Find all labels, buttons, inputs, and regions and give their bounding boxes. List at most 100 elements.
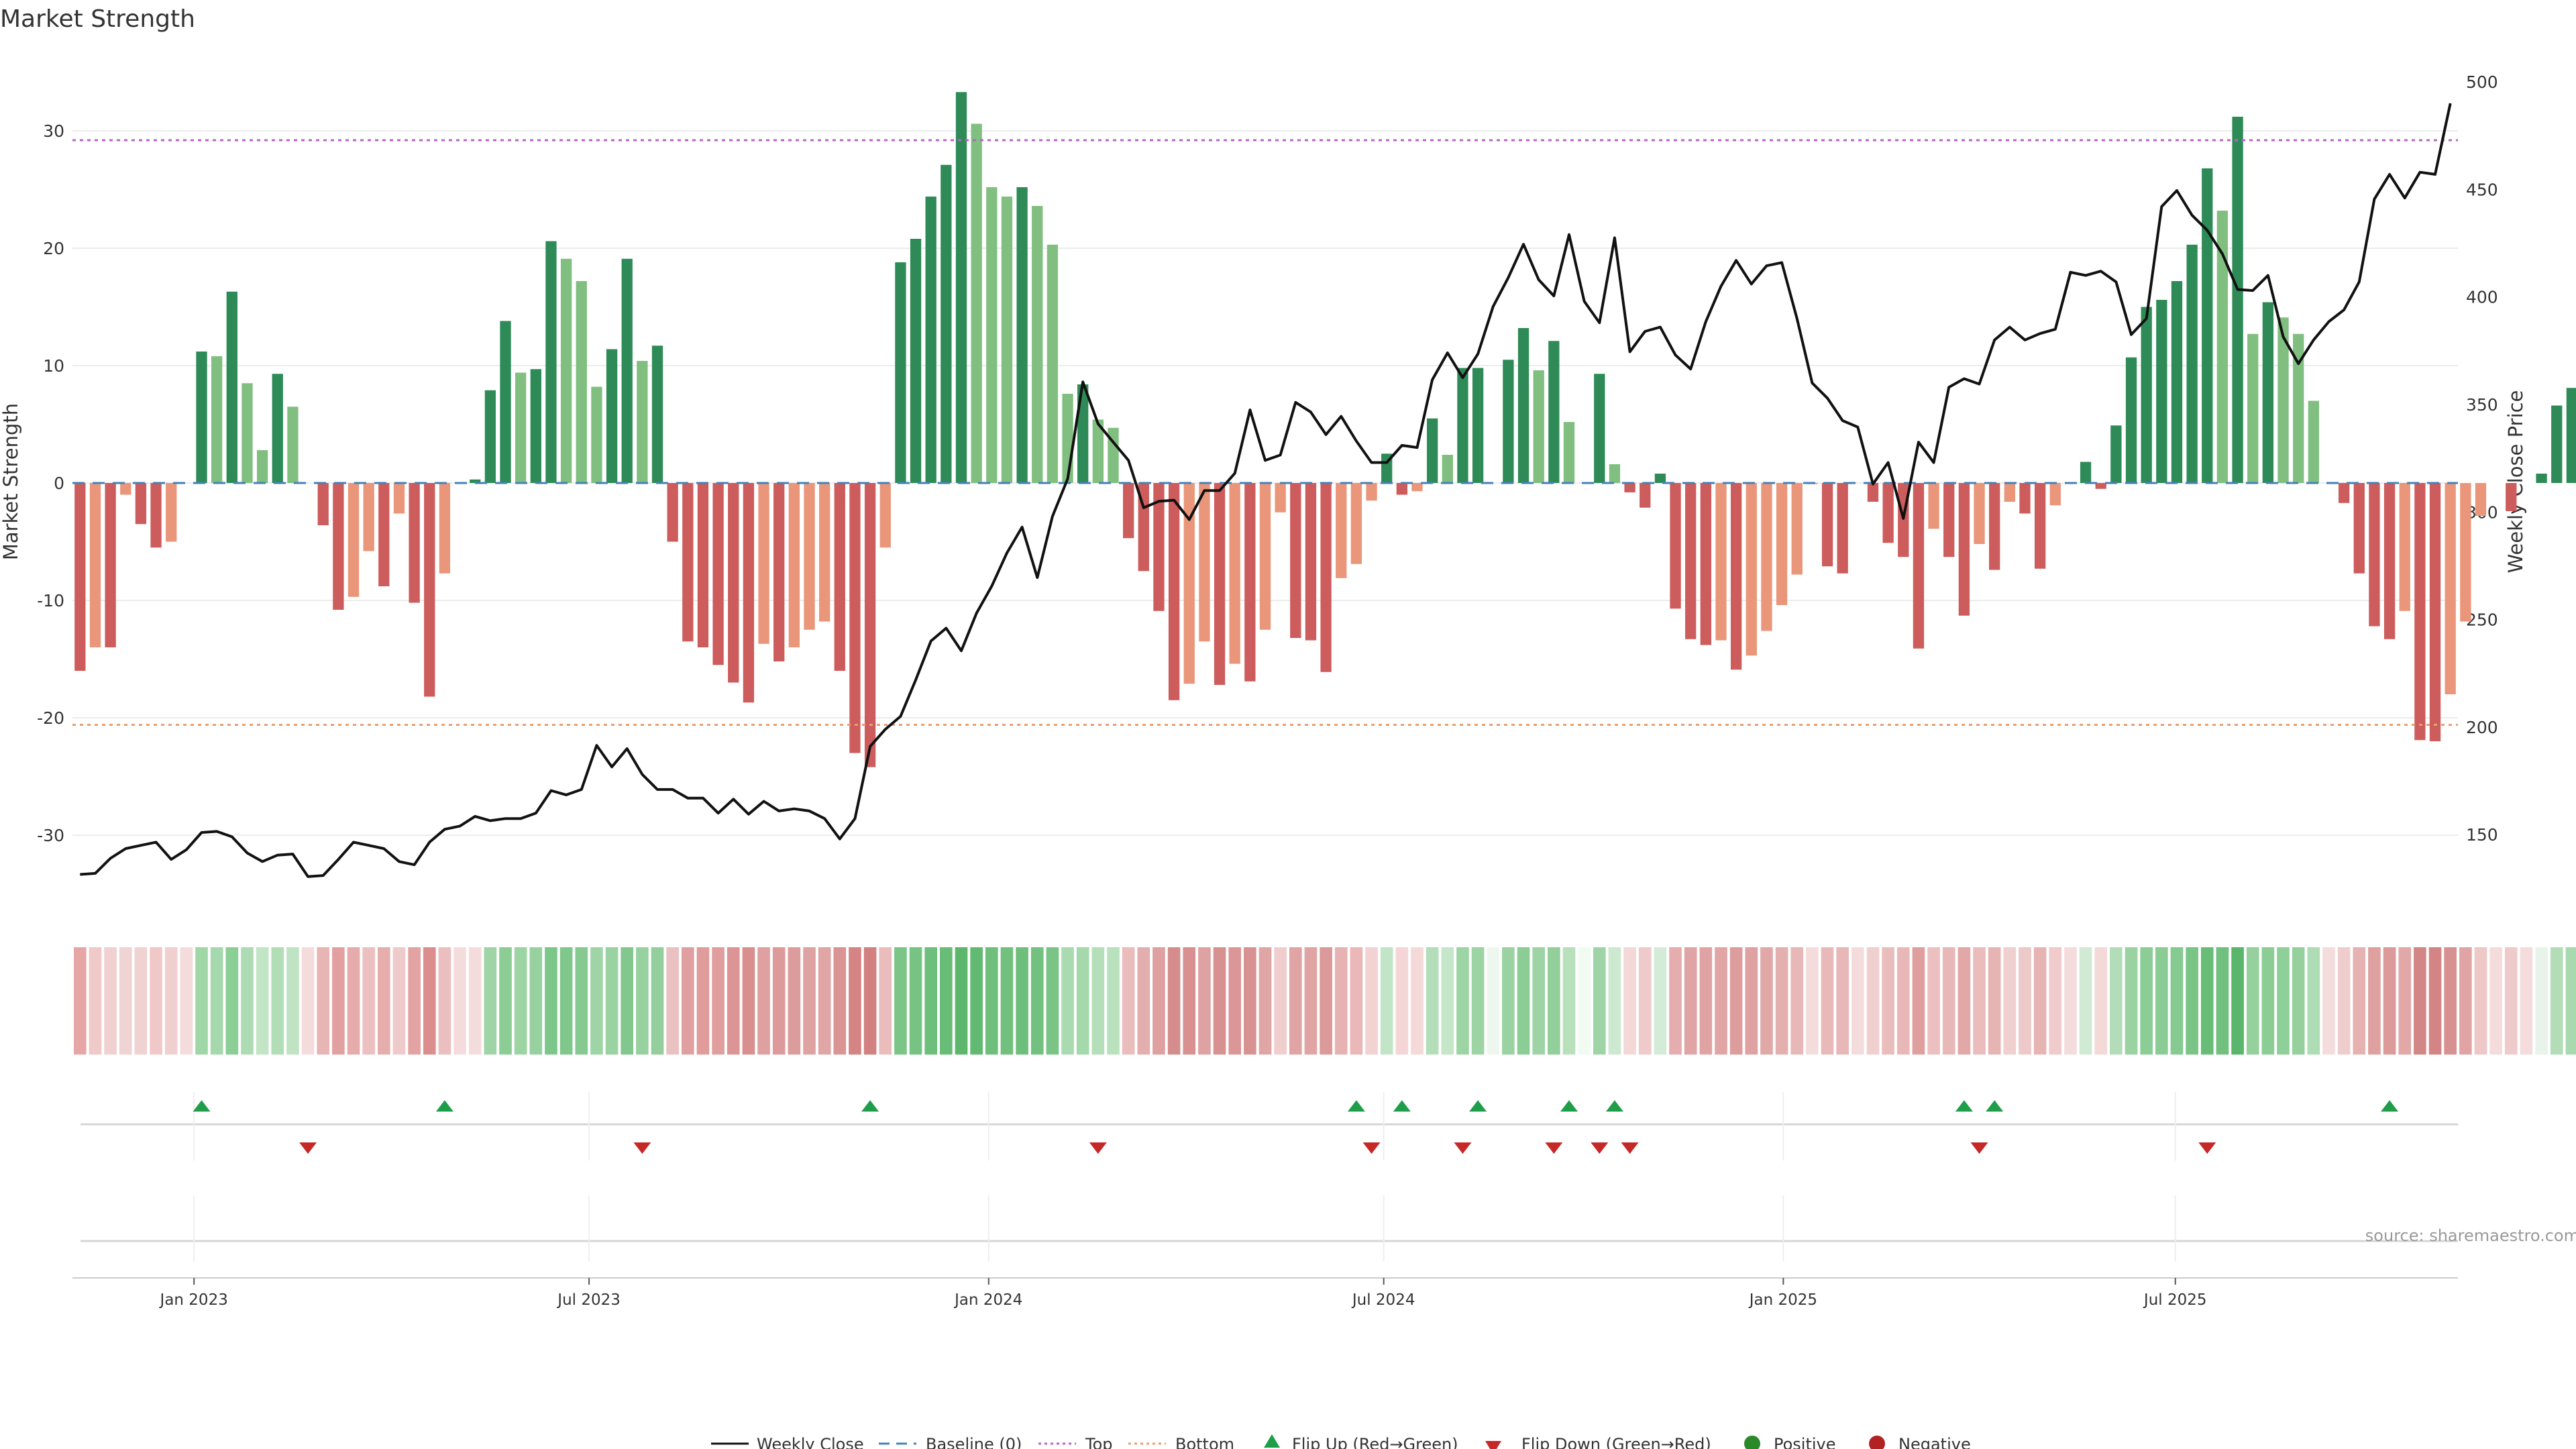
heat-cell bbox=[1669, 947, 1682, 1055]
heat-cell bbox=[2353, 947, 2366, 1055]
strength-bar bbox=[2247, 333, 2259, 483]
heat-cell bbox=[1927, 947, 1940, 1055]
right-tick-label: 150 bbox=[2466, 825, 2498, 845]
strength-bar bbox=[500, 321, 511, 483]
heat-cell bbox=[575, 947, 588, 1055]
heat-cell bbox=[1380, 947, 1393, 1055]
heat-cell bbox=[2489, 947, 2502, 1055]
strength-bar bbox=[1305, 483, 1317, 641]
heat-cell bbox=[423, 947, 436, 1055]
heat-cell bbox=[1198, 947, 1211, 1055]
heat-cell bbox=[271, 947, 284, 1055]
heat-cell bbox=[2307, 947, 2320, 1055]
right-tick-label: 350 bbox=[2466, 395, 2498, 415]
strength-bar bbox=[347, 483, 360, 597]
strength-bar bbox=[1229, 483, 1240, 664]
heat-cell bbox=[803, 947, 816, 1055]
flip-up-marker bbox=[1986, 1100, 2004, 1112]
heat-cell bbox=[2504, 947, 2518, 1055]
heat-cell bbox=[225, 947, 239, 1055]
strength-bar bbox=[530, 369, 541, 483]
heat-cell bbox=[1167, 947, 1181, 1055]
strength-bar bbox=[2475, 483, 2487, 516]
strength-bar bbox=[606, 349, 618, 483]
heat-cell bbox=[89, 947, 102, 1055]
strength-bar bbox=[363, 483, 374, 551]
strength-bar bbox=[2202, 168, 2213, 483]
heat-cell bbox=[2474, 947, 2487, 1055]
strength-bar bbox=[1670, 483, 1681, 609]
heat-cell bbox=[104, 947, 117, 1055]
strength-bar bbox=[955, 92, 967, 483]
flip-down-marker bbox=[633, 1142, 651, 1154]
strength-bar bbox=[409, 483, 420, 603]
heat-cell bbox=[1699, 947, 1713, 1055]
heat-cell bbox=[1441, 947, 1454, 1055]
heat-cell bbox=[2125, 947, 2138, 1055]
strength-bar bbox=[1715, 483, 1727, 641]
source-note: source: sharemaestro.com bbox=[2365, 1226, 2576, 1245]
strength-bar bbox=[1290, 483, 1301, 638]
heat-cell bbox=[2033, 947, 2047, 1055]
heat-cell bbox=[636, 947, 649, 1055]
strength-bar bbox=[1168, 483, 1180, 700]
heat-cell bbox=[2535, 947, 2548, 1055]
strength-bar bbox=[1199, 483, 1210, 642]
heat-cell bbox=[2322, 947, 2335, 1055]
heat-cell bbox=[484, 947, 497, 1055]
strength-bar bbox=[560, 258, 572, 483]
heat-cell bbox=[1426, 947, 1439, 1055]
legend-positive: Positive bbox=[1774, 1435, 1836, 1449]
heat-cell bbox=[150, 947, 162, 1055]
strength-bar bbox=[166, 483, 177, 542]
x-tick-label: Jul 2023 bbox=[556, 1291, 621, 1309]
strength-bar bbox=[515, 372, 527, 483]
strength-bar bbox=[317, 483, 329, 525]
strength-bar bbox=[439, 483, 451, 574]
strength-bar bbox=[712, 483, 724, 665]
strength-bar bbox=[1350, 483, 1362, 564]
heat-cell bbox=[940, 947, 953, 1055]
heat-cell bbox=[241, 947, 254, 1055]
heat-cell bbox=[1548, 947, 1560, 1055]
heat-cell bbox=[1030, 947, 1044, 1055]
strength-bar bbox=[2551, 405, 2563, 483]
heat-cell bbox=[2459, 947, 2472, 1055]
heat-cell bbox=[727, 947, 740, 1055]
heat-cell bbox=[1137, 947, 1150, 1055]
heat-cell bbox=[1350, 947, 1363, 1055]
strength-bar bbox=[393, 483, 405, 514]
strength-bar bbox=[2414, 483, 2426, 741]
heat-cell bbox=[696, 947, 710, 1055]
heat-cell bbox=[621, 947, 634, 1055]
strength-bar bbox=[2308, 400, 2319, 483]
strength-bar bbox=[2019, 483, 2031, 514]
strength-bar bbox=[728, 483, 739, 683]
heat-cell bbox=[849, 947, 861, 1055]
strength-bar bbox=[1138, 483, 1149, 572]
heat-cell bbox=[863, 947, 877, 1055]
flip-down-marker bbox=[1089, 1142, 1107, 1154]
strength-bar bbox=[226, 291, 237, 483]
heat-cell bbox=[681, 947, 694, 1055]
legend-flip-down-icon bbox=[1485, 1441, 1501, 1449]
strength-bar bbox=[2095, 483, 2106, 489]
left-tick-label: 10 bbox=[43, 356, 64, 376]
heat-cell bbox=[2565, 947, 2576, 1055]
strength-bar bbox=[2171, 281, 2183, 483]
strength-bar bbox=[1183, 483, 1195, 684]
flip-down-marker bbox=[1621, 1142, 1639, 1154]
strength-bar bbox=[2506, 483, 2517, 511]
heat-cell bbox=[1258, 947, 1272, 1055]
right-tick-label: 200 bbox=[2466, 718, 2498, 737]
strength-bar bbox=[1122, 483, 1134, 539]
strength-bar bbox=[1761, 483, 1772, 631]
flip-down-marker bbox=[1970, 1142, 1988, 1154]
heat-cell bbox=[2170, 947, 2184, 1055]
heat-cell bbox=[408, 947, 421, 1055]
heat-cell bbox=[2246, 947, 2259, 1055]
heat-cell bbox=[1608, 947, 1621, 1055]
legend-baseline: Baseline (0) bbox=[926, 1435, 1022, 1449]
heat-cell bbox=[1684, 947, 1697, 1055]
